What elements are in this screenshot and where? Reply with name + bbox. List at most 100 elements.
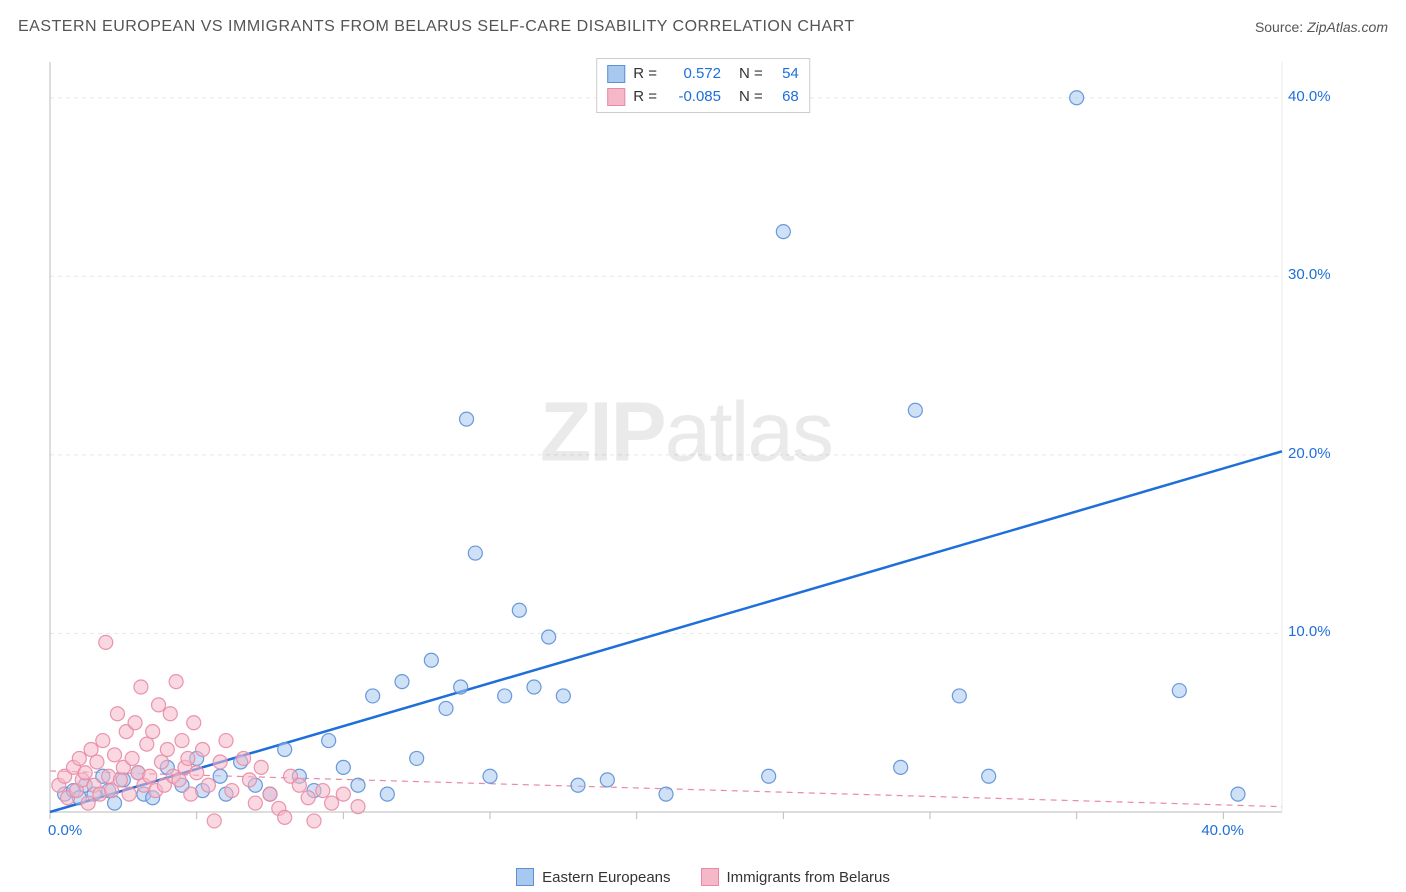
data-point — [96, 734, 110, 748]
data-point — [439, 701, 453, 715]
x-tick-label: 40.0% — [1201, 822, 1244, 839]
legend-swatch — [701, 868, 719, 886]
legend-swatch — [516, 868, 534, 886]
data-point — [1231, 787, 1245, 801]
data-point — [110, 707, 124, 721]
data-point — [659, 787, 673, 801]
data-point — [1070, 91, 1084, 105]
r-value: 0.572 — [665, 63, 721, 86]
legend-label: Eastern Europeans — [542, 869, 670, 886]
n-label: N = — [739, 63, 763, 86]
correlation-row: R = 0.572 N = 54 — [607, 63, 799, 86]
data-point — [242, 773, 256, 787]
scatter-chart — [46, 58, 1326, 838]
data-point — [169, 675, 183, 689]
data-point — [336, 787, 350, 801]
data-point — [154, 755, 168, 769]
data-point — [213, 755, 227, 769]
data-point — [84, 743, 98, 757]
data-point — [395, 675, 409, 689]
data-point — [213, 769, 227, 783]
data-point — [152, 698, 166, 712]
data-point — [278, 743, 292, 757]
data-point — [248, 796, 262, 810]
data-point — [90, 755, 104, 769]
data-point — [571, 778, 585, 792]
data-point — [316, 784, 330, 798]
chart-area: ZIPatlas 10.0%20.0%30.0%40.0%0.0%40.0% — [46, 58, 1326, 838]
data-point — [187, 716, 201, 730]
data-point — [196, 743, 210, 757]
data-point — [190, 766, 204, 780]
bottom-legend: Eastern Europeans Immigrants from Belarus — [0, 868, 1406, 886]
data-point — [140, 737, 154, 751]
data-point — [307, 814, 321, 828]
data-point — [201, 778, 215, 792]
data-point — [78, 766, 92, 780]
data-point — [460, 412, 474, 426]
data-point — [72, 751, 86, 765]
data-point — [175, 734, 189, 748]
data-point — [113, 773, 127, 787]
data-point — [512, 603, 526, 617]
data-point — [278, 810, 292, 824]
n-value: 68 — [771, 86, 799, 109]
data-point — [336, 760, 350, 774]
data-point — [776, 225, 790, 239]
data-point — [498, 689, 512, 703]
data-point — [184, 787, 198, 801]
chart-container: EASTERN EUROPEAN VS IMMIGRANTS FROM BELA… — [0, 0, 1406, 892]
data-point — [108, 748, 122, 762]
data-point — [454, 680, 468, 694]
data-point — [81, 796, 95, 810]
data-point — [542, 630, 556, 644]
data-point — [762, 769, 776, 783]
data-point — [325, 796, 339, 810]
data-point — [600, 773, 614, 787]
legend-item: Eastern Europeans — [516, 868, 670, 886]
data-point — [125, 751, 139, 765]
data-point — [952, 689, 966, 703]
data-point — [254, 760, 268, 774]
data-point — [351, 778, 365, 792]
data-point — [99, 635, 113, 649]
data-point — [556, 689, 570, 703]
data-point — [143, 769, 157, 783]
data-point — [468, 546, 482, 560]
data-point — [351, 800, 365, 814]
chart-title: EASTERN EUROPEAN VS IMMIGRANTS FROM BELA… — [18, 18, 855, 36]
data-point — [163, 707, 177, 721]
source-attribution: Source: ZipAtlas.com — [1255, 19, 1388, 35]
legend-swatch — [607, 88, 625, 106]
data-point — [172, 773, 186, 787]
legend-label: Immigrants from Belarus — [727, 869, 890, 886]
data-point — [483, 769, 497, 783]
data-point — [301, 791, 315, 805]
n-value: 54 — [771, 63, 799, 86]
data-point — [219, 734, 233, 748]
data-point — [982, 769, 996, 783]
r-label: R = — [633, 86, 657, 109]
data-point — [207, 814, 221, 828]
data-point — [366, 689, 380, 703]
correlation-box: R = 0.572 N = 54R =-0.085N =68 — [596, 58, 810, 113]
data-point — [134, 680, 148, 694]
data-point — [181, 751, 195, 765]
correlation-row: R =-0.085N =68 — [607, 86, 799, 109]
data-point — [146, 725, 160, 739]
data-point — [894, 760, 908, 774]
legend-swatch — [607, 65, 625, 83]
y-tick-label: 30.0% — [1288, 266, 1326, 283]
data-point — [527, 680, 541, 694]
data-point — [237, 751, 251, 765]
data-point — [410, 751, 424, 765]
header: EASTERN EUROPEAN VS IMMIGRANTS FROM BELA… — [18, 18, 1388, 36]
data-point — [1172, 684, 1186, 698]
y-tick-label: 20.0% — [1288, 445, 1326, 462]
source-value: ZipAtlas.com — [1307, 19, 1388, 35]
r-label: R = — [633, 63, 657, 86]
legend-item: Immigrants from Belarus — [701, 868, 890, 886]
data-point — [292, 778, 306, 792]
data-point — [424, 653, 438, 667]
data-point — [160, 743, 174, 757]
